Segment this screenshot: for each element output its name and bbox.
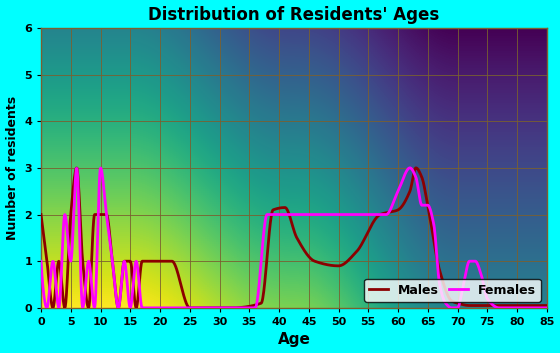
- Line: Females: Females: [41, 168, 547, 308]
- Females: [442, 301, 449, 305]
- Y-axis label: Number of residents: Number of residents: [6, 96, 18, 240]
- Males: [442, 288, 449, 292]
- Females: [89, 294, 96, 299]
- Males: [242, 305, 249, 309]
- Males: [433, 254, 440, 258]
- Males: [89, 235, 96, 239]
- Males: [261, 285, 268, 289]
- Males: [385, 210, 392, 215]
- Males: [38, 213, 44, 217]
- Females: [139, 306, 146, 310]
- Females: [407, 166, 413, 170]
- Females: [242, 306, 249, 310]
- Females: [385, 210, 392, 215]
- Title: Distribution of Residents' Ages: Distribution of Residents' Ages: [148, 6, 440, 24]
- Females: [433, 249, 440, 253]
- Males: [186, 306, 193, 310]
- Females: [261, 226, 268, 230]
- Legend: Males, Females: Males, Females: [364, 279, 540, 301]
- Line: Males: Males: [41, 168, 547, 308]
- X-axis label: Age: Age: [277, 333, 310, 347]
- Males: [543, 304, 550, 308]
- Males: [413, 166, 419, 170]
- Females: [38, 259, 44, 263]
- Females: [543, 306, 550, 310]
